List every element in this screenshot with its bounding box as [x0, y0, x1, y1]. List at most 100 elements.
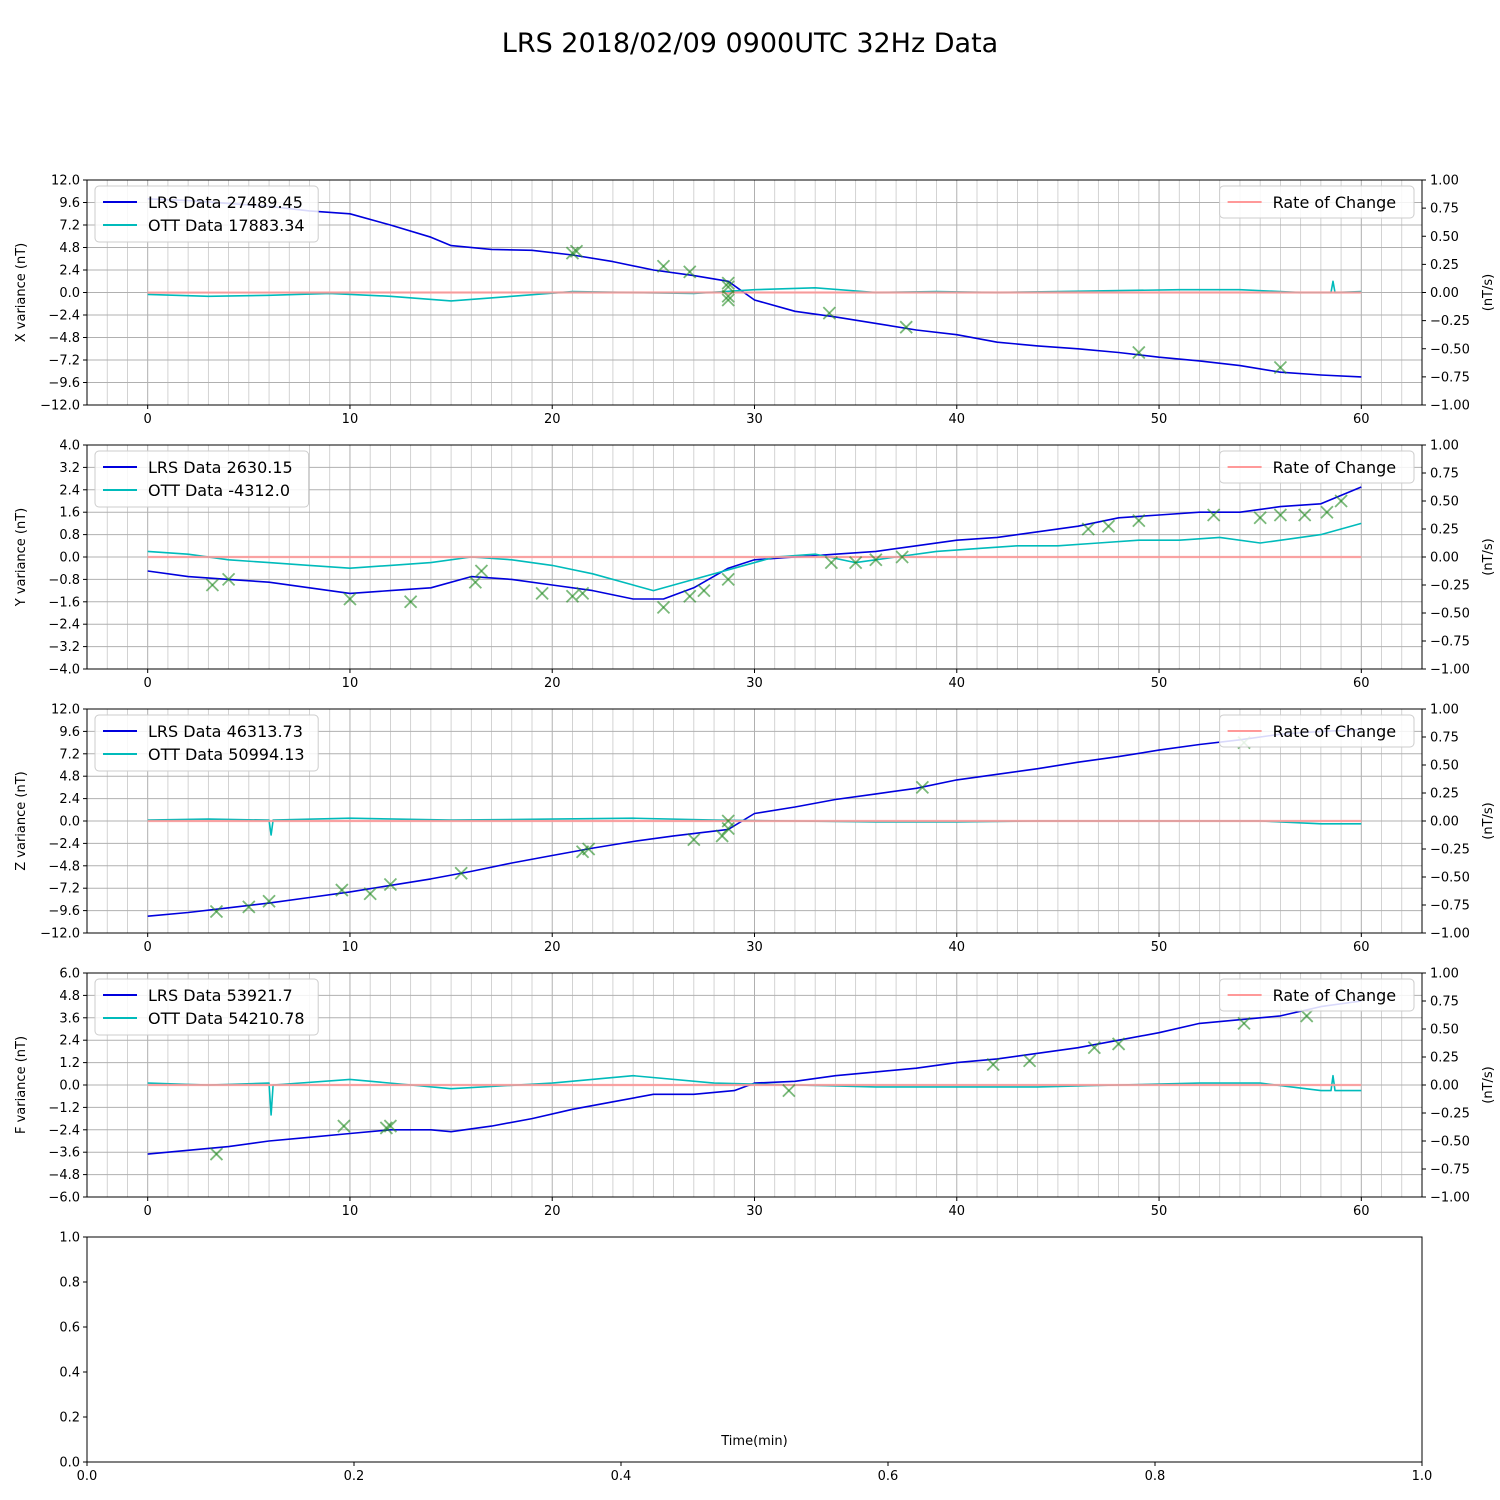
y-tick-label-right: −0.50 — [1430, 1135, 1470, 1150]
y-tick-label-right: −0.25 — [1430, 1107, 1470, 1122]
x-marker — [895, 550, 909, 564]
x-marker-stroke — [454, 866, 468, 880]
x-marker — [869, 553, 883, 567]
x-marker-stroke — [697, 583, 711, 598]
x-marker-stroke — [1320, 505, 1334, 519]
y-tick-label: 2.4 — [59, 1034, 80, 1049]
x-marker — [262, 894, 276, 908]
x-marker — [656, 600, 671, 615]
y-tick-label: −7.2 — [48, 882, 80, 897]
y-axis-label-right: (nT/s) — [1481, 802, 1496, 839]
y-tick-label: −4.0 — [48, 663, 80, 678]
x-marker — [379, 1121, 394, 1135]
chart-panel-4: 0 10 20 30 40 50 60 −6.0 −4.8 −3.6 −2.4 −1.2 0.0 1.2 2… — [14, 967, 1496, 1220]
x-marker — [1300, 1009, 1314, 1023]
x-marker-stroke — [209, 904, 224, 919]
y-tick-label-right: 0.00 — [1430, 551, 1459, 566]
y-tick-label: −1.6 — [48, 595, 80, 610]
x-marker-stroke — [1101, 519, 1116, 533]
x-marker-stroke — [915, 780, 930, 795]
y-tick-label: 0.0 — [59, 286, 80, 301]
x-marker-stroke — [1132, 345, 1146, 360]
x-marker — [1237, 1016, 1251, 1031]
x-axis-label: Time(min) — [720, 1434, 787, 1449]
x-tick-label: 30 — [746, 940, 763, 955]
x-marker-stroke — [656, 600, 671, 615]
x-marker-stroke — [1334, 494, 1348, 508]
y-tick-label: 2.4 — [59, 792, 80, 807]
x-marker-stroke — [1253, 511, 1267, 525]
x-tick-label: 30 — [746, 676, 763, 691]
y-tick-label: 4.8 — [59, 770, 80, 785]
chart-panel-2: 0 10 20 30 40 50 60 −4.0 −3.2 −2.4 −1.6 −0.8 0.0 0.8 1… — [14, 439, 1496, 692]
x-marker — [1087, 1041, 1101, 1055]
y-tick-label: 1.0 — [59, 1231, 80, 1246]
x-marker-stroke — [656, 259, 671, 273]
legend-label: Rate of Change — [1273, 193, 1397, 212]
y-tick-label: 9.6 — [59, 725, 80, 740]
legend-label: LRS Data 27489.45 — [148, 193, 303, 212]
x-marker — [822, 306, 836, 320]
chart-panel-3: 0 10 20 30 40 50 60 −12.0 −9.6 −7.2 −4.8 −2.4 0.0 2.4… — [14, 703, 1496, 956]
chart-panels: 0 10 20 30 40 50 60 −12.0 −9.6 −7.2 −4.8 −2.4 0.0 2.4… — [14, 174, 1496, 1485]
x-marker-stroke — [581, 842, 596, 856]
x-marker — [403, 595, 418, 609]
x-tick-label: 20 — [544, 412, 561, 427]
y-tick-label-right: −1.00 — [1430, 1191, 1470, 1206]
x-marker-stroke — [721, 289, 735, 303]
x-tick-label: 0 — [144, 940, 152, 955]
x-marker-stroke — [721, 572, 735, 587]
y-tick-label: 7.2 — [59, 219, 80, 234]
x-tick-label: 40 — [948, 412, 965, 427]
y-tick-label: −9.6 — [48, 376, 80, 391]
legend-label: Rate of Change — [1273, 986, 1397, 1005]
x-marker-stroke — [209, 1147, 224, 1161]
y-tick-label-right: 0.50 — [1430, 759, 1459, 774]
x-marker-stroke — [721, 280, 735, 294]
x-marker — [363, 887, 377, 901]
x-marker-stroke — [683, 265, 697, 279]
y-tick-label-right: −0.25 — [1430, 843, 1470, 858]
x-marker-stroke — [782, 1083, 796, 1098]
x-marker — [1132, 513, 1146, 528]
plot-frame — [86, 1236, 1423, 1463]
y-tick-label: 1.2 — [59, 1056, 80, 1071]
legend-box — [94, 450, 310, 508]
legend-left: LRS Data 53921.7 OTT Data 54210.78 — [94, 978, 319, 1036]
y-tick-label: 2.4 — [59, 264, 80, 279]
y-tick-label-right: −1.00 — [1430, 927, 1470, 942]
x-tick-label: 10 — [342, 940, 359, 955]
y-axis-label-right: (nT/s) — [1481, 274, 1496, 311]
x-marker — [687, 833, 701, 847]
y-tick-label-right: 0.50 — [1430, 230, 1459, 245]
y-tick-label: 2.4 — [59, 483, 80, 498]
x-marker-stroke — [565, 589, 580, 603]
x-marker-stroke — [221, 572, 236, 587]
y-tick-label-right: 0.00 — [1430, 1079, 1459, 1094]
x-tick-label: 0 — [144, 1204, 152, 1219]
x-marker — [656, 259, 671, 273]
plot-area — [87, 1237, 1422, 1462]
legend-box — [1219, 185, 1415, 219]
x-marker — [1273, 508, 1288, 522]
y-tick-label-right: 0.50 — [1430, 1023, 1459, 1038]
x-marker-stroke — [899, 320, 913, 334]
x-marker — [535, 586, 549, 601]
x-tick-label: 0.0 — [77, 1469, 98, 1484]
y-tick-label: −3.2 — [48, 640, 80, 655]
x-marker-stroke — [403, 595, 418, 609]
x-marker-stroke — [363, 887, 377, 901]
x-tick-label: 1.0 — [1412, 1469, 1433, 1484]
x-marker — [824, 555, 839, 570]
x-tick-label: 0 — [144, 412, 152, 427]
y-tick-label: 4.8 — [59, 241, 80, 256]
x-marker — [343, 592, 357, 606]
x-tick-label: 60 — [1353, 676, 1370, 691]
x-tick-label: 20 — [544, 940, 561, 955]
x-marker-stroke — [895, 550, 909, 564]
x-marker — [383, 1119, 398, 1133]
x-marker-stroke — [1298, 508, 1312, 522]
x-tick-label: 20 — [544, 1204, 561, 1219]
y-tick-label-right: 0.00 — [1430, 815, 1459, 830]
